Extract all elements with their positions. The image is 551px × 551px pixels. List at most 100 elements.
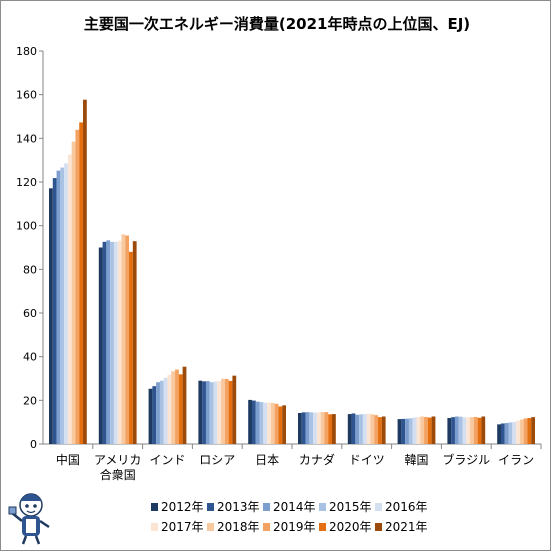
bar (248, 399, 252, 444)
bar (83, 99, 87, 445)
bar (152, 386, 157, 444)
bar (512, 421, 517, 444)
legend-swatch (151, 523, 158, 531)
x-category-label: インド (149, 453, 185, 467)
bar (198, 380, 203, 444)
bar (121, 234, 126, 444)
legend-label: 2015年 (329, 500, 372, 514)
bar (523, 418, 528, 444)
legend-swatch (263, 523, 270, 531)
bar (397, 419, 402, 444)
y-tick-label: 60 (23, 307, 37, 320)
x-category-label: アメリカ合衆国 (94, 453, 141, 482)
bar (267, 402, 271, 444)
legend-swatch (319, 503, 326, 511)
bar (378, 417, 382, 444)
bar (255, 401, 260, 444)
bar (224, 378, 229, 444)
bar (159, 380, 164, 444)
legend-item: 2014年 (263, 500, 316, 514)
bar (75, 129, 80, 444)
bar (401, 418, 406, 444)
x-category-label: カナダ (299, 452, 335, 467)
bar (470, 417, 474, 444)
bar (52, 178, 57, 444)
bar (171, 371, 176, 444)
x-category-label: 中国 (56, 452, 80, 467)
bar (424, 416, 428, 444)
bar (347, 414, 352, 444)
legend-item: 2019年 (263, 520, 316, 534)
bar (132, 241, 137, 444)
x-category-label: イラン (498, 453, 534, 467)
y-tick-label: 140 (16, 132, 37, 145)
bar (454, 416, 459, 444)
legend-item: 2013年 (207, 500, 260, 514)
legend-swatch (375, 523, 382, 531)
bar (324, 412, 329, 444)
bar (420, 416, 425, 444)
y-tick-label: 160 (16, 89, 37, 102)
bar (508, 422, 513, 444)
bar (497, 424, 501, 444)
bar (516, 420, 520, 444)
legend-item: 2012年 (151, 500, 204, 514)
legend-label: 2017年 (161, 520, 204, 534)
bar (221, 378, 225, 444)
bar (49, 188, 53, 444)
bar (156, 382, 160, 444)
mascot-icon (8, 493, 50, 545)
bar (232, 375, 237, 444)
bar (182, 366, 187, 444)
bar (274, 403, 279, 444)
bar (167, 374, 172, 444)
bar (251, 400, 256, 444)
bar (381, 416, 386, 444)
bar (328, 414, 333, 444)
bar (519, 419, 524, 444)
bar (278, 406, 283, 444)
bar (408, 418, 413, 444)
bar (370, 414, 375, 444)
y-tick-label: 20 (23, 394, 37, 407)
legend-label: 2019年 (273, 520, 316, 534)
bar (270, 402, 275, 444)
legend-item: 2020年 (319, 520, 372, 534)
bar (374, 415, 379, 444)
bar (301, 412, 306, 444)
bar (282, 405, 286, 444)
legend-swatch (207, 503, 214, 511)
legend-swatch (207, 523, 214, 531)
chart-title: 主要国一次エネルギー消費量(2021年時点の上位国、EJ) (84, 15, 470, 33)
x-category-label: 韓国 (404, 453, 428, 467)
legend-label: 2020年 (329, 520, 372, 534)
bar (60, 167, 65, 444)
bar (362, 413, 367, 444)
bar (213, 381, 218, 444)
legend-label: 2016年 (385, 500, 428, 514)
bar (110, 241, 114, 444)
legend-label: 2012年 (161, 500, 204, 514)
bar (163, 377, 168, 444)
bar (447, 418, 452, 444)
y-tick-label: 80 (23, 263, 37, 276)
bar (481, 416, 486, 444)
bar (263, 402, 268, 444)
bar (466, 417, 471, 444)
bar (316, 412, 321, 444)
bar (71, 141, 76, 444)
bar (67, 154, 72, 445)
bar (148, 388, 153, 444)
bar (309, 412, 314, 444)
bar (129, 251, 133, 444)
y-tick-label: 40 (23, 351, 37, 364)
bar (117, 240, 122, 444)
bar (504, 423, 509, 444)
bar (477, 417, 482, 444)
bar (64, 163, 68, 445)
legend-item: 2021年 (375, 520, 428, 534)
y-tick-label: 100 (16, 220, 37, 233)
bar (359, 414, 363, 444)
bar (228, 380, 233, 444)
